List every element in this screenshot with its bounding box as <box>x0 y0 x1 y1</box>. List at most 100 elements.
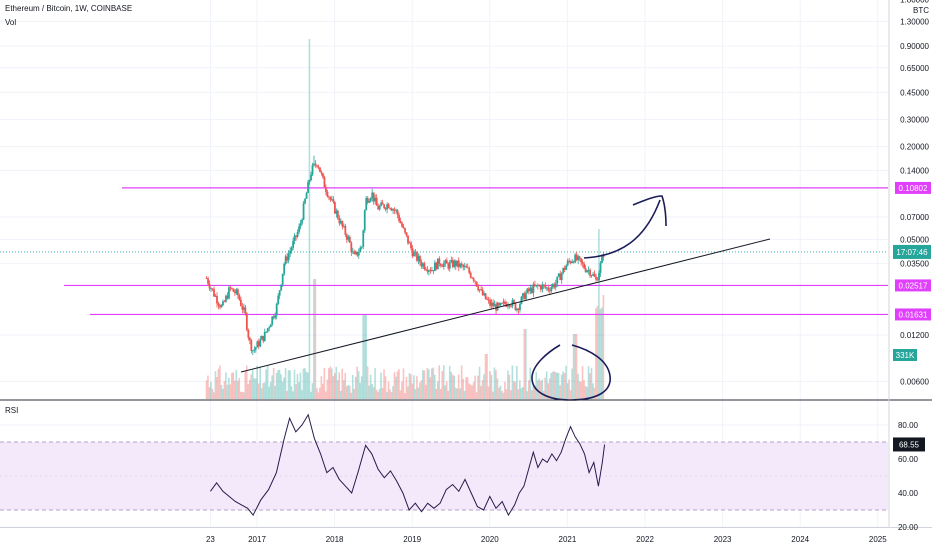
volume-bar <box>463 390 466 399</box>
candle-body <box>563 267 566 270</box>
candle-body <box>395 210 397 211</box>
volume-bar <box>441 371 444 399</box>
candle-body <box>248 337 251 341</box>
volume-bar <box>357 371 360 399</box>
volume-bar <box>457 374 460 399</box>
candle-body <box>380 202 383 206</box>
volume-bar <box>207 375 209 399</box>
volume-bar <box>239 391 242 399</box>
candle-body <box>460 263 463 266</box>
volume-bar <box>530 390 533 399</box>
volume-bar <box>481 379 484 399</box>
volume-bar <box>420 380 423 399</box>
volume-bar <box>231 373 233 399</box>
candle-body <box>454 260 457 267</box>
volume-bar <box>560 374 563 399</box>
volume-bar <box>429 377 432 399</box>
volume-bar <box>238 377 241 399</box>
volume-bar <box>290 386 293 399</box>
volume-bar <box>422 370 424 399</box>
candle-body <box>242 307 245 310</box>
candle-body <box>247 330 250 338</box>
volume-bar <box>393 372 396 399</box>
candle-body <box>271 316 274 325</box>
volume-bar <box>526 391 529 399</box>
candle-body <box>319 167 321 172</box>
volume-bar <box>466 377 469 399</box>
volume-bar <box>559 385 561 399</box>
volume-bar <box>341 368 344 399</box>
volume-bar <box>387 381 390 399</box>
volume-bar <box>495 370 497 399</box>
volume-bar <box>583 380 585 399</box>
volume-bar <box>256 365 258 399</box>
candle-body <box>378 205 381 210</box>
volume-bar <box>471 385 473 399</box>
volume-bar <box>262 382 264 399</box>
volume-bar <box>456 388 458 399</box>
candle-body <box>583 263 586 269</box>
volume-bar <box>399 390 402 399</box>
candle-body <box>251 350 254 352</box>
candle-body <box>286 256 289 261</box>
volume-bar <box>433 374 436 399</box>
volume-bar <box>402 368 405 399</box>
volume-bar <box>348 385 351 399</box>
candle-body <box>362 230 365 247</box>
volume-bar <box>274 385 276 399</box>
candle-body <box>599 262 602 273</box>
volume-bar <box>519 380 521 399</box>
volume-bar <box>527 380 530 399</box>
volume-bar <box>219 365 221 399</box>
volume-bar <box>322 383 324 399</box>
level-price-tag <box>895 181 931 194</box>
volume-bar <box>253 378 256 399</box>
volume-bar <box>338 372 341 399</box>
time-tick-label: 23 <box>206 535 215 544</box>
candle-body <box>213 289 215 297</box>
volume-bar <box>428 369 430 399</box>
volume-bar <box>257 383 260 399</box>
candle-body <box>486 299 489 300</box>
candle-body <box>323 177 326 188</box>
volume-bar <box>360 376 363 399</box>
candle-body <box>383 204 386 209</box>
volume-bar <box>545 371 548 399</box>
volume-bar <box>347 384 350 399</box>
candle-body <box>560 273 563 281</box>
volume-bar <box>298 382 300 399</box>
volume-bar <box>325 391 327 399</box>
volume-bar <box>416 376 418 399</box>
candle-body <box>280 284 283 291</box>
candle-body <box>265 331 268 333</box>
rsi-line <box>209 413 606 517</box>
candle-body <box>595 276 597 280</box>
candle-body <box>456 260 459 267</box>
volume-bar <box>547 383 549 399</box>
candle-body <box>423 263 426 270</box>
candle-body <box>269 324 272 328</box>
volume-bar <box>302 368 305 399</box>
volume-bar <box>489 371 491 399</box>
candle-body <box>547 287 550 291</box>
volume-bar <box>557 372 560 399</box>
candle-body <box>544 285 547 288</box>
candle-body <box>320 171 323 174</box>
candle-body <box>483 293 486 296</box>
volume-bar <box>398 369 400 399</box>
volume-bar <box>320 376 323 399</box>
candle-body <box>295 235 297 237</box>
candle-body <box>407 235 409 244</box>
candle-body <box>417 256 420 261</box>
candle-body <box>338 218 341 224</box>
volume-bar <box>490 374 493 399</box>
volume-bar <box>513 381 515 399</box>
volume-bar <box>580 381 582 399</box>
candle-body <box>519 304 521 311</box>
candle-body <box>368 200 371 203</box>
candle-body <box>439 264 442 266</box>
candle-body <box>514 302 517 311</box>
candle-body <box>602 255 605 258</box>
